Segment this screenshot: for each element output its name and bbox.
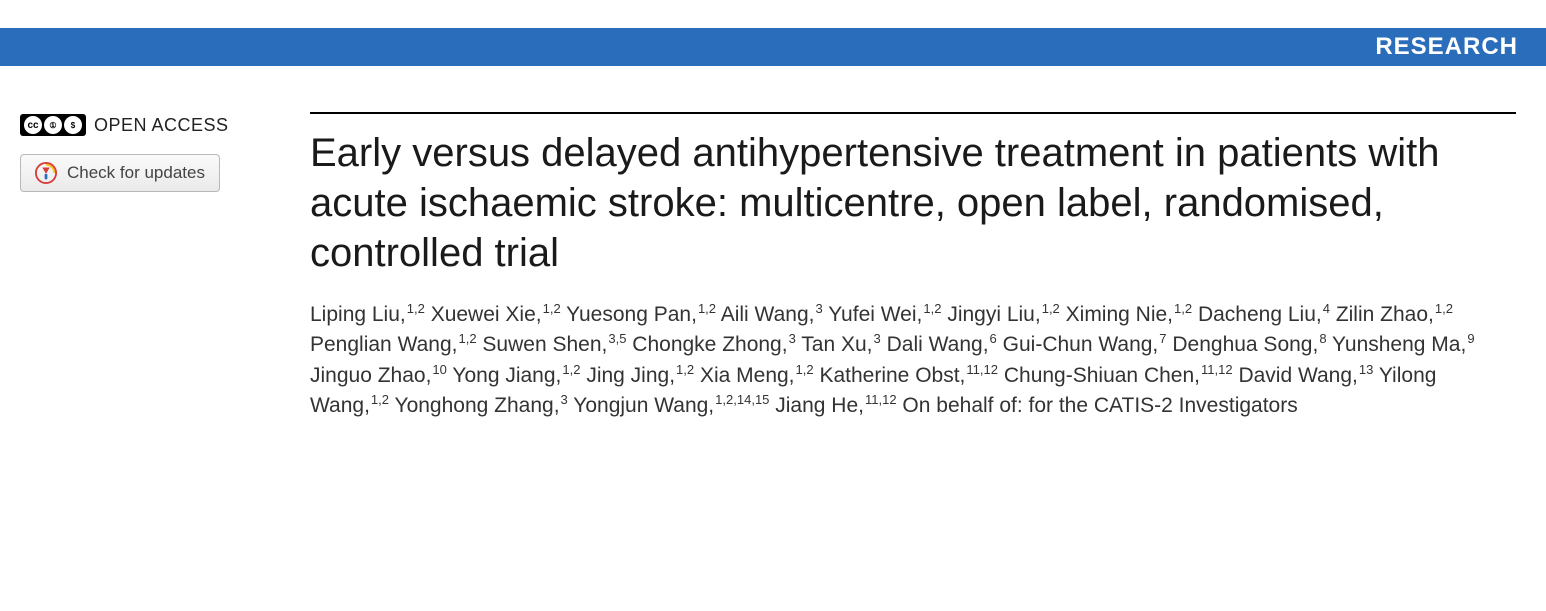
author-name: Jing Jing,	[586, 364, 675, 387]
author-affil: 1,2	[697, 301, 716, 316]
author-affil: 1,2	[1041, 301, 1060, 316]
author-name: Jiang He,	[775, 394, 864, 417]
sidebar: cc ① $ OPEN ACCESS Check for updates	[20, 112, 280, 422]
author-name: Jingyi Liu,	[947, 303, 1040, 326]
author-name: Xuewei Xie,	[431, 303, 542, 326]
author-affil: 3,5	[607, 331, 626, 346]
author-name: Xia Meng,	[700, 364, 795, 387]
author-name: Katherine Obst,	[819, 364, 965, 387]
cc-glyph: cc	[24, 116, 42, 134]
author-affil: 11,12	[1200, 362, 1233, 377]
author-name: Aili Wang,	[721, 303, 815, 326]
author-name: Yuesong Pan,	[566, 303, 697, 326]
author-affil: 1,2	[1434, 301, 1453, 316]
article-title: Early versus delayed antihypertensive tr…	[310, 128, 1516, 278]
author-affil: 1,2,14,15	[714, 392, 769, 407]
author-name: Penglian Wang,	[310, 333, 457, 356]
check-updates-label: Check for updates	[67, 163, 205, 183]
author-affil: 6	[989, 331, 997, 346]
author-name: Suwen Shen,	[482, 333, 607, 356]
author-list: Liping Liu,1,2 Xuewei Xie,1,2 Yuesong Pa…	[310, 300, 1516, 422]
cc-license-icon: cc ① $	[20, 114, 86, 136]
open-access-row: cc ① $ OPEN ACCESS	[20, 114, 280, 136]
author-affil: 1,2	[542, 301, 561, 316]
section-label: RESEARCH	[1375, 33, 1518, 61]
content-area: cc ① $ OPEN ACCESS Check for updates Ear…	[0, 66, 1546, 422]
author-affil: 7	[1158, 331, 1166, 346]
author-affil: 1,2	[370, 392, 389, 407]
author-name: Denghua Song,	[1172, 333, 1318, 356]
on-behalf-of: On behalf of: for the CATIS-2 Investigat…	[897, 394, 1298, 417]
author-affil: 1,2	[561, 362, 580, 377]
author-affil: 11,12	[965, 362, 998, 377]
author-name: Jinguo Zhao,	[310, 364, 431, 387]
author-affil: 8	[1318, 331, 1326, 346]
author-affil: 1,2	[922, 301, 941, 316]
check-updates-button[interactable]: Check for updates	[20, 154, 220, 192]
author-affil: 1,2	[406, 301, 425, 316]
cc-glyph: ①	[44, 116, 62, 134]
author-name: David Wang,	[1238, 364, 1357, 387]
author-affil: 3	[788, 331, 796, 346]
author-affil: 4	[1322, 301, 1330, 316]
author-affil: 3	[560, 392, 568, 407]
author-affil: 10	[431, 362, 446, 377]
section-banner: RESEARCH	[0, 28, 1546, 66]
author-name: Chongke Zhong,	[632, 333, 787, 356]
author-affil: 9	[1466, 331, 1474, 346]
author-name: Gui-Chun Wang,	[1003, 333, 1159, 356]
author-affil: 1,2	[1173, 301, 1192, 316]
author-affil: 1,2	[457, 331, 476, 346]
author-name: Chung-Shiuan Chen,	[1004, 364, 1200, 387]
author-affil: 1,2	[675, 362, 694, 377]
author-name: Yongjun Wang,	[573, 394, 714, 417]
author-name: Yong Jiang,	[452, 364, 561, 387]
author-name: Dali Wang,	[887, 333, 989, 356]
author-affil: 1,2	[795, 362, 814, 377]
author-affil: 11,12	[864, 392, 897, 407]
author-affil: 3	[873, 331, 881, 346]
crossmark-icon	[35, 162, 57, 184]
author-name: Ximing Nie,	[1066, 303, 1173, 326]
author-name: Yonghong Zhang,	[394, 394, 559, 417]
author-name: Dacheng Liu,	[1198, 303, 1322, 326]
author-affil: 3	[814, 301, 822, 316]
author-name: Zilin Zhao,	[1336, 303, 1434, 326]
article-main: Early versus delayed antihypertensive tr…	[310, 112, 1516, 422]
author-name: Liping Liu,	[310, 303, 406, 326]
cc-glyph: $	[64, 116, 82, 134]
author-affil: 13	[1358, 362, 1373, 377]
open-access-label: OPEN ACCESS	[94, 115, 229, 136]
author-name: Yufei Wei,	[828, 303, 922, 326]
author-name: Yunsheng Ma,	[1332, 333, 1466, 356]
author-name: Tan Xu,	[801, 333, 872, 356]
